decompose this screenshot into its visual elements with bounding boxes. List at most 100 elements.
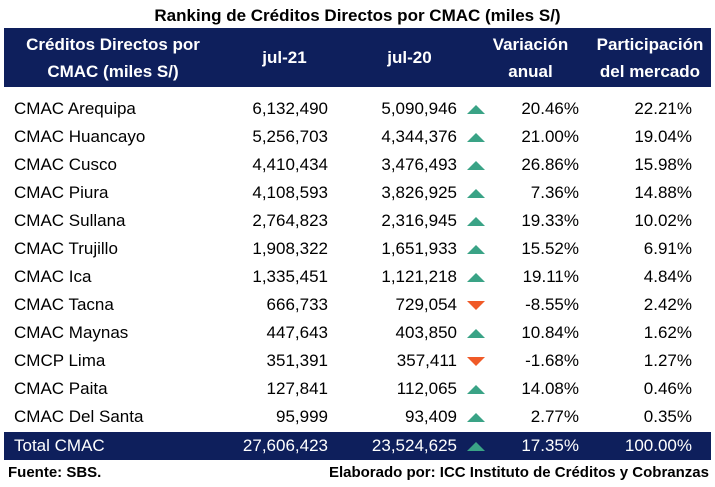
row-name: CMAC Piura — [14, 183, 109, 202]
row-jul20: 4,344,376 — [381, 127, 457, 146]
row-share: 10.02% — [634, 211, 692, 230]
row-share: 2.42% — [643, 295, 692, 314]
row-jul21: 4,108,593 — [252, 183, 328, 202]
row-jul20: 403,850 — [395, 323, 457, 342]
column-header-entity-line1: Créditos Directos por — [26, 34, 200, 54]
row-jul21: 1,335,451 — [252, 267, 328, 286]
column-header-share: Participación del mercado — [589, 28, 711, 87]
row-variation: 2.77% — [530, 407, 579, 426]
row-jul21: 351,391 — [266, 351, 328, 370]
row-share: 0.46% — [643, 379, 692, 398]
row-jul21: 6,132,490 — [252, 99, 328, 118]
row-share: 4.84% — [643, 267, 692, 286]
row-jul20: 1,121,218 — [381, 267, 457, 286]
trend-up-icon — [466, 235, 486, 263]
row-jul20: 3,826,925 — [381, 183, 457, 202]
table-row: CMAC Paita 127,841 112,065 14.08% 0.46% — [4, 375, 711, 403]
row-share: 14.88% — [634, 183, 692, 202]
column-header-variation-line1: Variación — [492, 34, 569, 54]
row-variation: 26.86% — [521, 155, 579, 174]
total-variation: 17.35% — [521, 436, 579, 455]
column-header-share-line2: del mercado — [599, 61, 701, 81]
row-jul20: 93,409 — [405, 407, 457, 426]
trend-up-icon — [466, 151, 486, 179]
table-row: CMAC Ica 1,335,451 1,121,218 19.11% 4.84% — [4, 263, 711, 291]
row-variation: 15.52% — [521, 239, 579, 258]
trend-up-icon — [466, 403, 486, 431]
row-name: CMAC Trujillo — [14, 239, 118, 258]
column-header-entity: Créditos Directos por CMAC (miles S/) — [4, 28, 222, 87]
row-share: 1.62% — [643, 323, 692, 342]
row-variation: 21.00% — [521, 127, 579, 146]
trend-up-icon — [466, 319, 486, 347]
row-jul21: 4,410,434 — [252, 155, 328, 174]
table-row: CMAC Piura 4,108,593 3,826,925 7.36% 14.88% — [4, 179, 711, 207]
row-jul20: 357,411 — [396, 351, 457, 370]
row-variation: 19.33% — [521, 211, 579, 230]
row-jul20: 5,090,946 — [381, 99, 457, 118]
table-header: Créditos Directos por CMAC (miles S/) jul… — [4, 28, 711, 87]
table-body: CMAC Arequipa 6,132,490 5,090,946 20.46% 22.… — [4, 95, 711, 431]
trend-up-icon — [466, 263, 486, 291]
source-note: Fuente: SBS. — [8, 464, 102, 481]
credit-note: Elaborado por: ICC Instituto de Créditos… — [328, 464, 709, 481]
row-name: CMAC Paita — [14, 379, 108, 398]
trend-down-icon — [466, 291, 486, 319]
row-jul21: 95,999 — [276, 407, 328, 426]
total-jul21: 27,606,423 — [242, 436, 328, 455]
row-variation: 10.84% — [521, 323, 579, 342]
total-jul20: 23,524,625 — [371, 436, 457, 455]
row-jul21: 2,764,823 — [252, 211, 328, 230]
row-variation: -8.55% — [525, 295, 579, 314]
table-row: CMAC Del Santa 95,999 93,409 2.77% 0.35% — [4, 403, 711, 431]
table-row: CMAC Tacna 666,733 729,054 -8.55% 2.42% — [4, 291, 711, 319]
row-jul21: 127,841 — [266, 379, 328, 398]
table-row: CMAC Trujillo 1,908,322 1,651,933 15.52% 6.9… — [4, 235, 711, 263]
row-share: 0.35% — [643, 407, 692, 426]
row-jul21: 5,256,703 — [252, 127, 328, 146]
row-name: CMAC Arequipa — [14, 99, 136, 118]
row-variation: 19.11% — [522, 267, 579, 286]
row-share: 15.98% — [634, 155, 692, 174]
column-header-jul20: jul-20 — [387, 48, 432, 67]
row-variation: -1.68% — [525, 351, 579, 370]
column-header-share-line1: Participación — [596, 34, 704, 54]
row-share: 1.27% — [643, 351, 692, 370]
row-jul20: 112,065 — [396, 379, 457, 398]
row-jul20: 3,476,493 — [381, 155, 457, 174]
row-name: CMAC Del Santa — [14, 407, 144, 426]
row-name: CMAC Sullana — [14, 211, 126, 230]
table-row: CMAC Sullana 2,764,823 2,316,945 19.33% 10.0… — [4, 207, 711, 235]
table-row: CMAC Arequipa 6,132,490 5,090,946 20.46% 22.… — [4, 95, 711, 123]
table-row: CMAC Maynas 447,643 403,850 10.84% 1.62% — [4, 319, 711, 347]
row-name: CMAC Cusco — [14, 155, 117, 174]
column-header-jul21: jul-21 — [262, 48, 307, 67]
row-jul20: 1,651,933 — [381, 239, 457, 258]
total-row: Total CMAC 27,606,423 23,524,625 17.35% … — [4, 432, 711, 460]
row-name: CMAC Maynas — [14, 323, 129, 342]
row-name: CMAC Huancayo — [14, 127, 146, 146]
row-jul21: 1,908,322 — [252, 239, 328, 258]
row-jul21: 447,643 — [266, 323, 328, 342]
trend-up-icon — [466, 179, 486, 207]
column-header-variation-line2: anual — [508, 61, 553, 81]
row-name: CMCP Lima — [14, 351, 106, 370]
row-variation: 7.36% — [530, 183, 579, 202]
row-jul20: 729,054 — [395, 295, 457, 314]
trend-down-icon — [466, 347, 486, 375]
row-jul20: 2,316,945 — [381, 211, 457, 230]
row-share: 22.21% — [634, 99, 692, 118]
table-row: CMAC Cusco 4,410,434 3,476,493 26.86% 15.98% — [4, 151, 711, 179]
table-row: CMCP Lima 351,391 357,411 -1.68% 1.27% — [4, 347, 711, 375]
trend-up-icon — [466, 95, 486, 123]
column-header-entity-line2: CMAC (miles S/) — [47, 61, 179, 81]
row-share: 6.91% — [643, 239, 692, 258]
column-header-variation: Variación anual — [472, 28, 589, 87]
trend-up-icon — [466, 375, 486, 403]
total-share: 100.00% — [624, 436, 692, 455]
total-name: Total CMAC — [14, 436, 105, 455]
table-title: Ranking de Créditos Directos por CMAC (m… — [154, 6, 561, 25]
trend-up-icon — [466, 123, 486, 151]
trend-up-icon — [466, 432, 486, 460]
row-share: 19.04% — [634, 127, 692, 146]
